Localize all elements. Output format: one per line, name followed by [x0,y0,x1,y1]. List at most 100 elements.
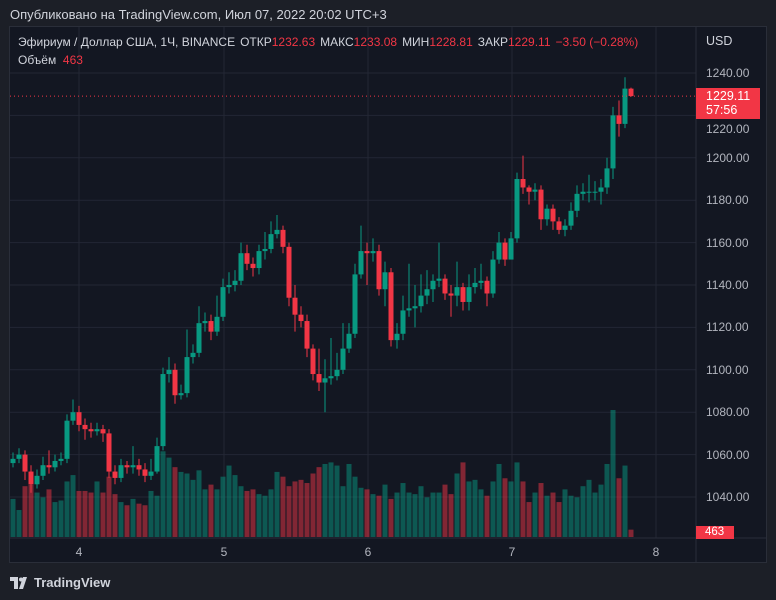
candle-body [208,321,214,332]
volume-bar [370,494,376,537]
candle-body [352,274,358,334]
candle-body [502,242,508,260]
candle-body [136,465,142,470]
volume-bar [346,463,352,537]
volume-bar [562,489,568,537]
last-price-badge: 1229.11 57:56 [696,88,760,119]
candle-body [388,272,394,341]
candle-body [598,187,604,192]
volume-bar [574,497,580,537]
candle-body [142,469,148,476]
candle-body [538,189,544,220]
candle-body [346,333,352,349]
volume-bar [268,489,274,537]
volume-bar [142,505,148,537]
low-label: МИН [402,35,430,49]
price-tick-label: 1200.00 [706,150,750,165]
volume-bar [604,463,610,537]
volume-bar [100,492,106,537]
candle-body [298,314,304,322]
candle-body [178,393,184,396]
candle-body [316,374,322,383]
candle-body [196,323,202,353]
candle-body [112,471,118,478]
volume-bar [28,484,34,537]
candle-body [544,208,550,220]
symbol-title: Эфириум / Доллар США, 1Ч, BINANCE [18,35,236,49]
close-value: 1229.11 [508,35,551,49]
volume-bar [196,470,202,537]
volume-bar [136,503,142,537]
candle-body [190,352,196,358]
currency-label[interactable]: USD [706,34,733,48]
candle-body [28,471,34,485]
candle-body [10,458,16,464]
candle-body [442,278,448,294]
candle-body [514,179,520,239]
candle-body [568,210,574,226]
candle-body [160,374,166,447]
open-label: ОТКР [240,35,272,49]
candle-body [526,187,532,192]
tradingview-logo[interactable]: TradingView [10,575,110,590]
tradingview-logo-icon [10,576,27,589]
candle-body [520,179,526,188]
volume-bar [166,457,172,537]
volume-bar [388,498,394,537]
volume-bar [160,451,166,537]
volume-bar [382,484,388,537]
candle-body [556,221,562,230]
volume-bar [526,502,532,537]
candle-body [340,348,346,370]
price-tick-label: 1120.00 [706,320,749,335]
candle-body [130,465,136,468]
time-tick-label: 8 [652,545,660,559]
price-tick-label: 1100.00 [706,362,749,377]
volume-bar [514,462,520,537]
candle-body [400,310,406,334]
candle-body [496,242,502,260]
volume-bar [598,484,604,537]
candle-body [424,289,430,296]
volume-bar [16,510,22,537]
volume-bar [400,483,406,537]
candle-body [412,306,418,309]
volume-bar [412,494,418,537]
published-caption: Опубликовано на TradingView.com, Июл 07,… [10,7,387,22]
volume-bar [190,479,196,537]
candle-body [292,297,298,315]
candle-body [508,238,514,260]
volume-bar [286,486,292,537]
candle-body [436,278,442,281]
candle-body [154,446,160,472]
candle-body [604,168,610,188]
candle-body [40,465,46,476]
volume-bar [244,490,250,537]
candle-body [88,429,94,432]
volume-bar [46,489,52,537]
candle-body [358,251,364,275]
low-value: 1228.81 [429,35,473,49]
price-tick-label: 1220.00 [706,122,750,136]
candle-body [184,357,190,394]
volume-bar [556,502,562,537]
volume-bar [364,489,370,537]
volume-bar [82,490,88,537]
volume-bar [406,492,412,537]
candle-body [382,272,388,290]
candle-body [460,287,466,302]
candle-body [64,420,70,459]
volume-bar [616,478,622,537]
last-volume-badge: 463 [696,526,734,539]
candle-body [106,433,112,472]
volume-legend: Объём 463 [18,53,83,67]
volume-bar [70,475,76,537]
volume-bar [274,471,280,537]
price-tick-label: 1060.00 [706,447,750,462]
candle-body [22,454,28,472]
volume-bar [292,481,298,537]
candle-body [256,251,262,269]
candle-body [622,88,628,124]
candle-body [310,348,316,375]
